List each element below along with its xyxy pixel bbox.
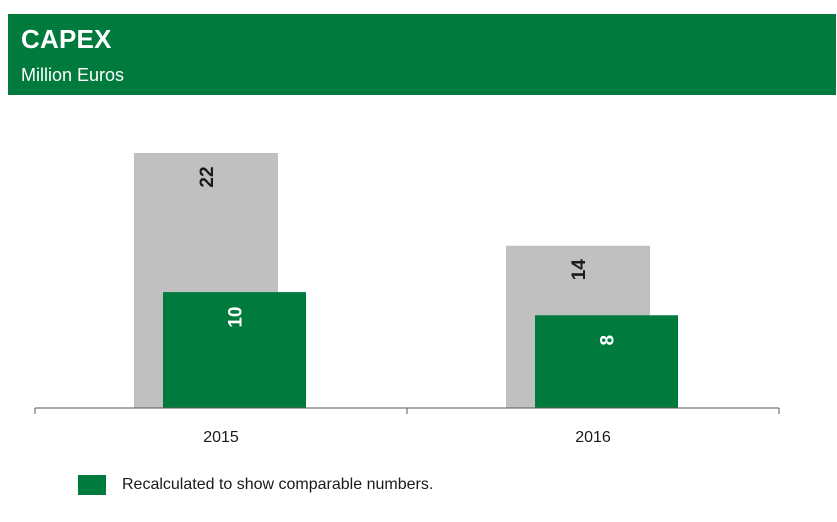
chart-header: CAPEX Million Euros (8, 14, 836, 95)
chart-title: CAPEX (21, 24, 112, 54)
x-tick-label-2016: 2016 (575, 429, 611, 446)
data-label-recalculated-2015: 10 (226, 307, 247, 328)
legend-swatch (78, 475, 106, 495)
legend-label: Recalculated to show comparable numbers. (122, 476, 434, 493)
x-tick-label-2015: 2015 (203, 429, 239, 446)
chart-subtitle: Million Euros (21, 65, 125, 85)
legend: Recalculated to show comparable numbers. (78, 474, 433, 496)
bar-recalculated-2016 (535, 315, 678, 408)
data-label-total-2015: 22 (197, 166, 218, 187)
data-label-total-2016: 14 (569, 259, 590, 281)
data-label-recalculated-2016: 8 (598, 335, 619, 346)
bar-recalculated-2015 (163, 292, 306, 408)
